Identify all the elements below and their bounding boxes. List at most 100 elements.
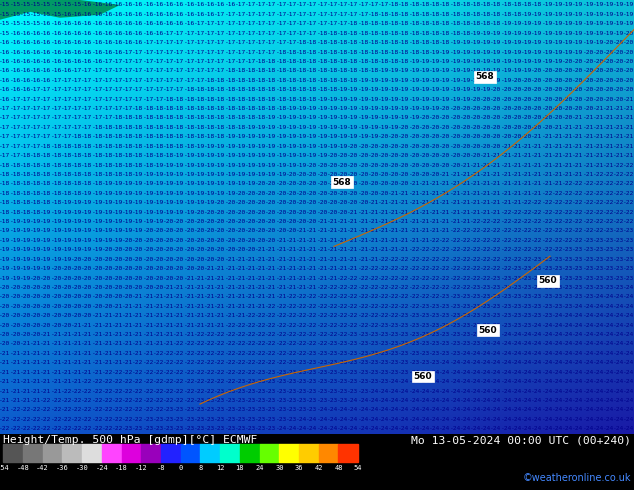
Text: -19: -19 [194, 191, 205, 196]
Text: -20: -20 [450, 106, 461, 111]
Text: -24: -24 [552, 360, 563, 366]
Text: -23: -23 [378, 322, 389, 328]
Text: -20: -20 [358, 153, 368, 158]
Text: -20: -20 [10, 304, 21, 309]
Text: -20: -20 [408, 144, 420, 148]
Text: -22: -22 [143, 398, 154, 403]
Text: -16: -16 [122, 40, 133, 45]
Text: -22: -22 [460, 228, 471, 233]
Text: -24: -24 [573, 389, 583, 393]
Text: -17: -17 [122, 97, 133, 101]
Text: -23: -23 [378, 360, 389, 366]
Text: -20: -20 [521, 87, 533, 92]
Text: -22: -22 [521, 200, 533, 205]
Text: -8: -8 [157, 465, 165, 471]
Text: -23: -23 [388, 332, 399, 337]
Text: -17: -17 [143, 97, 154, 101]
Text: -19: -19 [133, 200, 144, 205]
Text: -21: -21 [603, 106, 614, 111]
Text: -21: -21 [337, 219, 348, 224]
Text: -22: -22 [398, 304, 410, 309]
Text: -23: -23 [419, 313, 430, 318]
Text: -19: -19 [450, 78, 461, 83]
Text: -21: -21 [266, 266, 276, 271]
Text: -23: -23 [255, 417, 266, 422]
Text: -18: -18 [388, 59, 399, 64]
Text: -19: -19 [521, 21, 533, 26]
Text: -21: -21 [439, 200, 451, 205]
Text: -22: -22 [470, 238, 481, 243]
Text: -18: -18 [296, 49, 307, 54]
Text: -19: -19 [71, 200, 82, 205]
Text: -21: -21 [173, 332, 184, 337]
Text: -17: -17 [122, 87, 133, 92]
Text: -24: -24 [562, 351, 573, 356]
Text: -22: -22 [276, 304, 287, 309]
Text: -18: -18 [10, 191, 21, 196]
Text: -19: -19 [562, 49, 573, 54]
Text: -24: -24 [490, 407, 501, 413]
Text: -22: -22 [204, 389, 215, 393]
Text: -20: -20 [541, 125, 553, 130]
Text: -24: -24 [480, 407, 491, 413]
Text: -24: -24 [573, 351, 583, 356]
Text: -20: -20 [204, 238, 215, 243]
Text: -18: -18 [20, 191, 31, 196]
Text: -22: -22 [296, 332, 307, 337]
Text: -19: -19 [613, 21, 624, 26]
Text: -19: -19 [541, 2, 553, 7]
Text: -17: -17 [30, 134, 41, 139]
Text: -20: -20 [419, 144, 430, 148]
Text: -21: -21 [112, 304, 123, 309]
Text: -19: -19 [204, 191, 215, 196]
Text: -17: -17 [153, 97, 164, 101]
Text: -24: -24 [501, 360, 512, 366]
Text: -22: -22 [163, 398, 174, 403]
Text: -22: -22 [470, 247, 481, 252]
Text: -21: -21 [194, 275, 205, 281]
Text: -22: -22 [562, 181, 573, 186]
Text: -20: -20 [245, 219, 256, 224]
Text: -20: -20 [623, 31, 634, 36]
Text: -21: -21 [214, 294, 226, 299]
Text: -21: -21 [593, 125, 604, 130]
Text: -19: -19 [194, 153, 205, 158]
Text: -17: -17 [173, 31, 184, 36]
Text: -17: -17 [204, 40, 215, 45]
Text: -20: -20 [593, 49, 604, 54]
Text: -22: -22 [429, 266, 440, 271]
Text: -20: -20 [81, 266, 93, 271]
Text: -20: -20 [204, 257, 215, 262]
Text: -21: -21 [337, 266, 348, 271]
Text: -20: -20 [71, 257, 82, 262]
Text: -22: -22 [552, 219, 563, 224]
Text: -23: -23 [286, 389, 297, 393]
Text: -16: -16 [224, 2, 236, 7]
Text: -18: -18 [143, 144, 154, 148]
Text: -22: -22 [593, 172, 604, 177]
Text: -24: -24 [623, 360, 634, 366]
Text: -18: -18 [439, 2, 451, 7]
Text: -22: -22 [306, 342, 318, 346]
Text: -19: -19 [337, 125, 348, 130]
Text: -21: -21 [10, 351, 21, 356]
Text: -24: -24 [613, 304, 624, 309]
Text: -23: -23 [593, 257, 604, 262]
Text: -20: -20 [20, 304, 31, 309]
Text: -18: -18 [368, 12, 379, 17]
Text: -16: -16 [122, 2, 133, 7]
Text: -15: -15 [10, 12, 21, 17]
Text: -18: -18 [122, 144, 133, 148]
Text: -21: -21 [276, 275, 287, 281]
Text: -23: -23 [378, 342, 389, 346]
Text: -19: -19 [450, 49, 461, 54]
Text: -22: -22 [347, 275, 358, 281]
Text: -21: -21 [593, 134, 604, 139]
Text: -22: -22 [255, 313, 266, 318]
Bar [42, 444, 62, 462]
Text: -23: -23 [521, 266, 533, 271]
Text: -20: -20 [613, 40, 624, 45]
Text: -24: -24 [623, 379, 634, 384]
Text: -20: -20 [398, 172, 410, 177]
Text: -23: -23 [623, 228, 634, 233]
